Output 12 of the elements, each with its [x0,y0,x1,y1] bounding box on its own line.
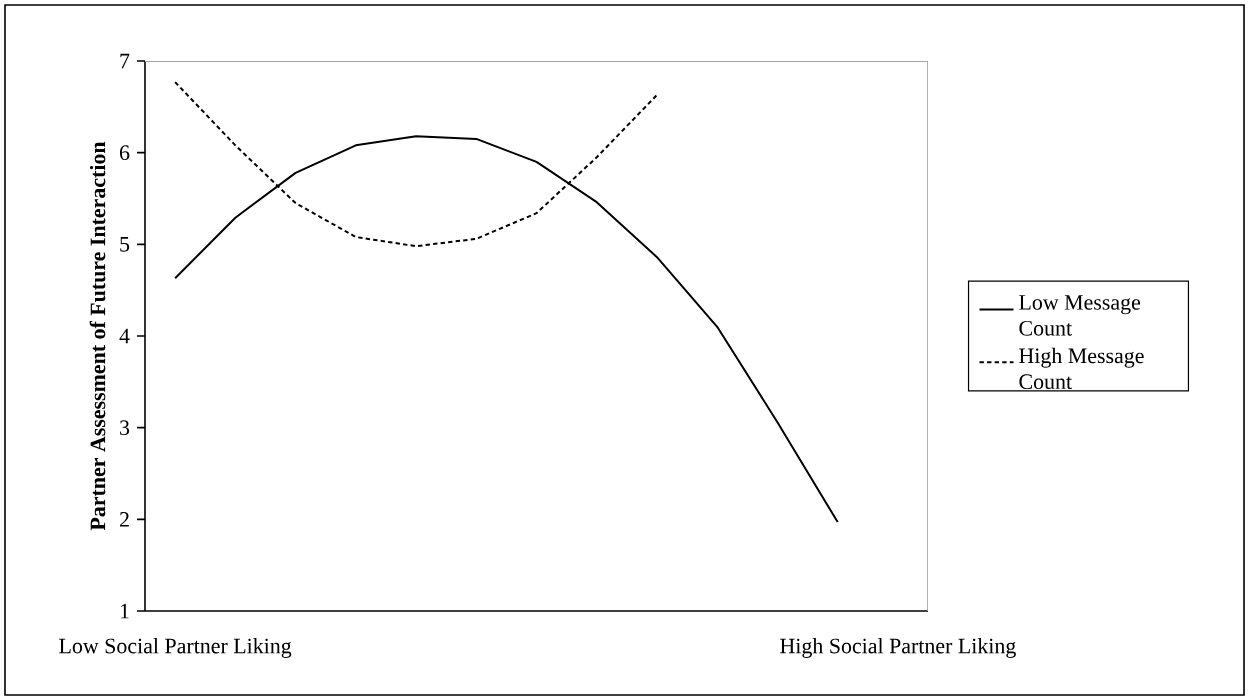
y-tick-label: 6 [119,145,130,161]
legend-label: High Message Count [1019,347,1144,390]
legend-label: Low Message Count [1019,295,1141,336]
y-axis-title: Partner Assessment of Future Interaction [89,141,106,531]
y-tick-label: 2 [120,512,129,527]
y-tick-label: 3 [120,420,130,436]
x-tick-label: High Social Partner Liking [780,637,1016,658]
y-tick-label: 7 [120,53,130,69]
x-tick-label: Low Social Partner Liking [59,637,292,658]
y-tick-label: 5 [120,237,130,252]
y-tick-label: 4 [119,328,130,344]
y-tick-label: 1 [120,603,129,619]
